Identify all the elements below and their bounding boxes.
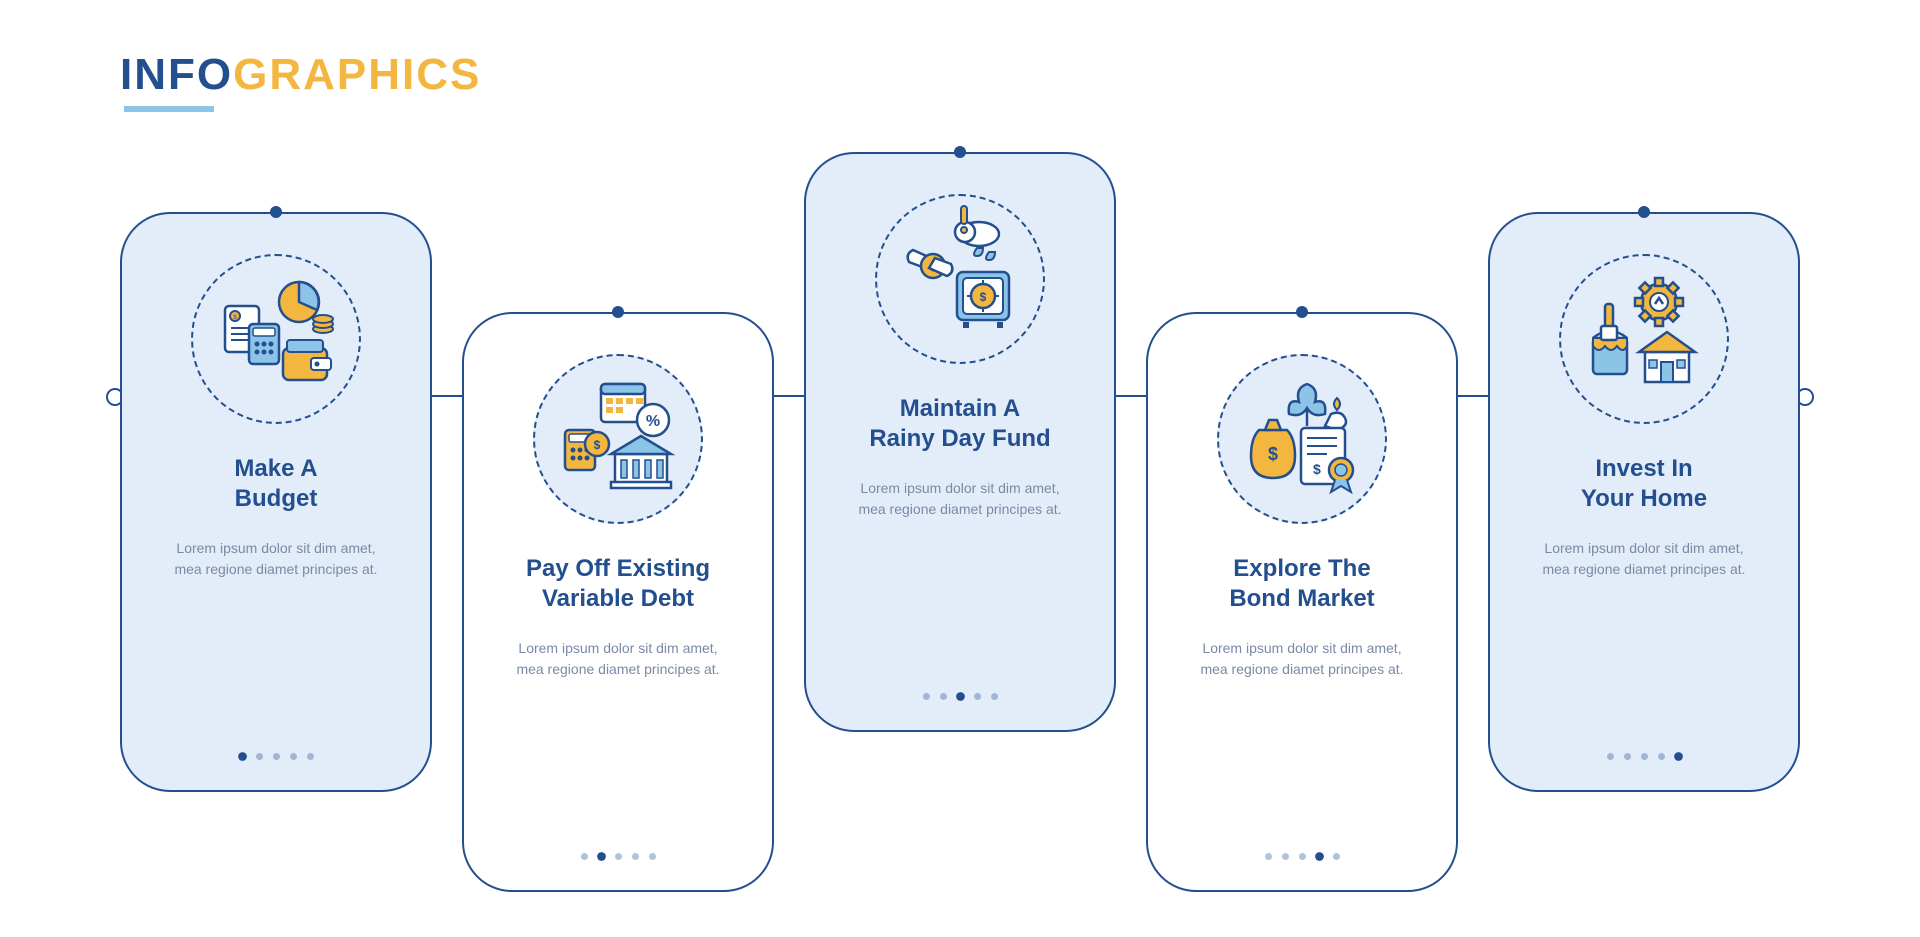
svg-text:$: $ (1313, 461, 1321, 477)
card-rainy: $ $ Maintain A Rainy Day Fund Lorem ipsu… (804, 152, 1116, 732)
dots-indicator-1 (581, 853, 656, 860)
dots-indicator-2 (923, 693, 998, 700)
card-debt: % $ (462, 312, 774, 892)
svg-text:$: $ (980, 290, 987, 304)
card-title-1: Pay Off Existing Variable Debt (526, 554, 710, 614)
debt-icon: % $ (533, 354, 703, 524)
card-home: Invest In Your Home Lorem ipsum dolor si… (1488, 212, 1800, 792)
card-title-0: Make A Budget (234, 454, 317, 514)
rainy-icon: $ $ (875, 194, 1045, 364)
svg-text:$: $ (1268, 444, 1278, 464)
card-bond: $ $ Explore The Bond Market Lorem ipsum … (1146, 312, 1458, 892)
card-desc-0: Lorem ipsum dolor sit dim amet, mea regi… (166, 538, 386, 580)
card-desc-3: Lorem ipsum dolor sit dim amet, mea regi… (1192, 638, 1412, 680)
title-underline (124, 106, 214, 112)
card-desc-1: Lorem ipsum dolor sit dim amet, mea regi… (508, 638, 728, 680)
svg-text:%: % (646, 413, 660, 430)
dots-indicator-3 (1265, 853, 1340, 860)
card-desc-4: Lorem ipsum dolor sit dim amet, mea regi… (1534, 538, 1754, 580)
dots-indicator-0 (239, 753, 314, 760)
dots-indicator-4 (1607, 753, 1682, 760)
card-title-4: Invest In Your Home (1581, 454, 1707, 514)
card-desc-2: Lorem ipsum dolor sit dim amet, mea regi… (850, 478, 1070, 520)
card-budget: $ (120, 212, 432, 792)
page-title: INFOGRAPHICS (120, 50, 1800, 100)
svg-text:$: $ (594, 438, 601, 452)
card-title-3: Explore The Bond Market (1229, 554, 1374, 614)
card-title-2: Maintain A Rainy Day Fund (869, 394, 1050, 454)
home-icon (1559, 254, 1729, 424)
page-header: INFOGRAPHICS (120, 50, 1800, 112)
budget-icon: $ (191, 254, 361, 424)
title-part1: INFO (120, 50, 233, 99)
title-part2: GRAPHICS (233, 50, 481, 99)
bond-icon: $ $ (1217, 354, 1387, 524)
card-row: $ (120, 172, 1800, 892)
